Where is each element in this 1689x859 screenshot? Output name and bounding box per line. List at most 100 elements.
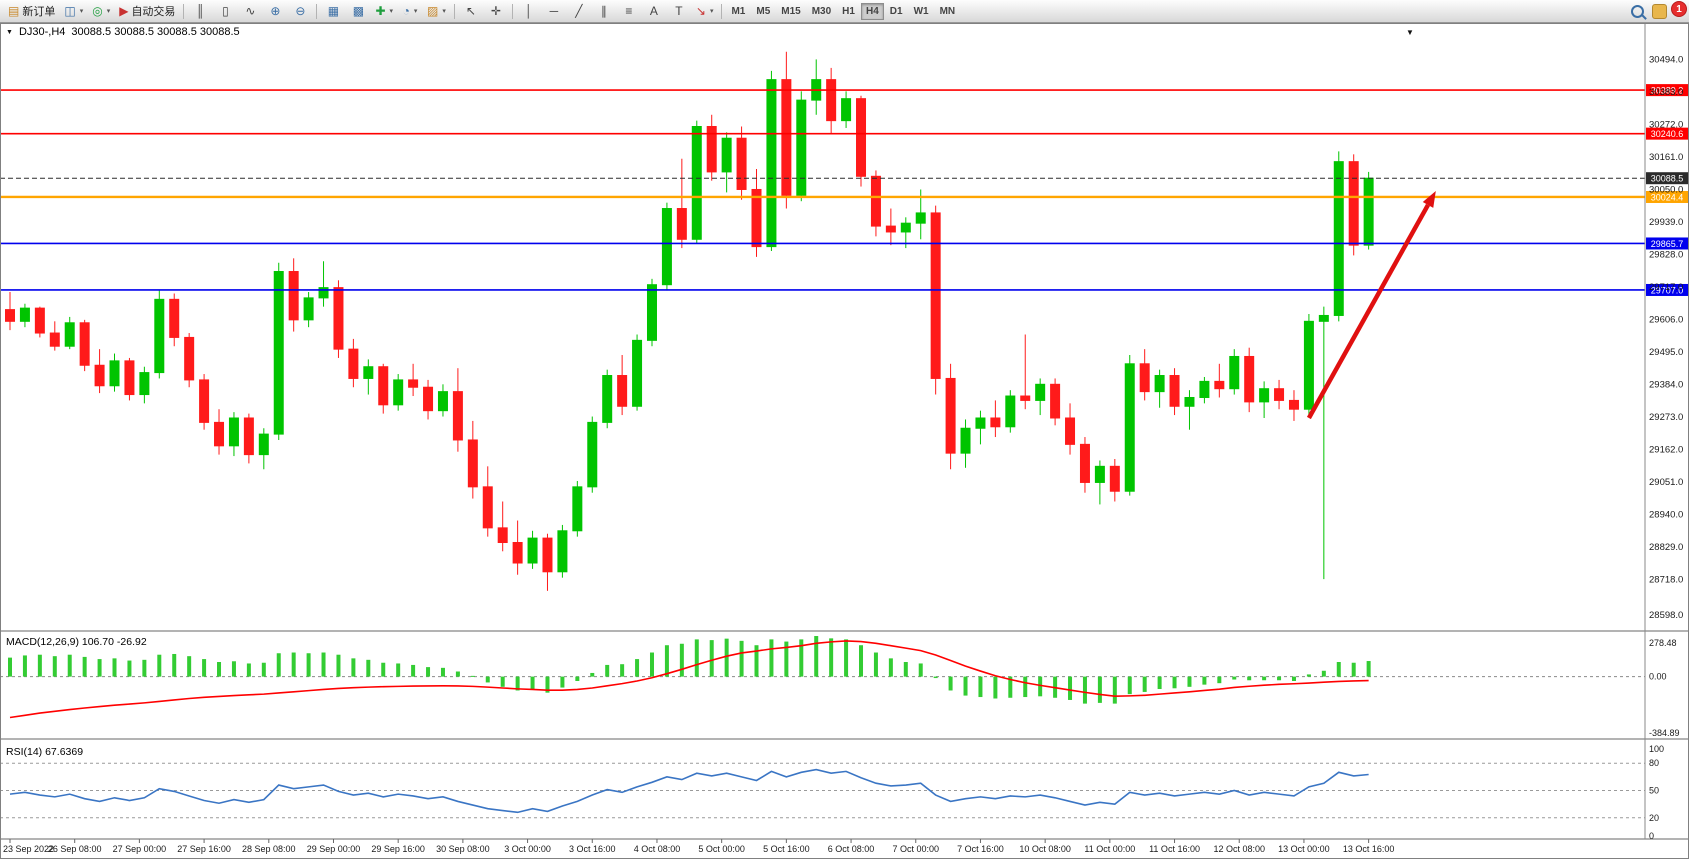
chevron-down-icon: ▾ (106, 8, 111, 15)
candle-body (646, 284, 657, 341)
new-chart-icon: ◫ (64, 4, 76, 18)
candle-body (751, 188, 762, 248)
new-order-button[interactable]: ▤ 新订单 (4, 1, 59, 21)
candlestick-chart-button[interactable]: ▯ (213, 1, 237, 21)
candle-body (900, 222, 911, 233)
candle-body (1199, 380, 1210, 398)
candle-body (930, 212, 941, 379)
zoom-out-icon: ⊖ (295, 4, 306, 18)
price-tag-label: 30389.2 (1651, 86, 1684, 96)
macd-bar (948, 676, 953, 691)
timeframe-m30-button[interactable]: M30 (811, 5, 832, 17)
zoom-in-button[interactable]: ⊕ (263, 1, 287, 21)
line-chart-button[interactable]: ∿ (238, 1, 262, 21)
macd-bar (545, 676, 550, 693)
macd-bar (1008, 676, 1013, 698)
time-axis-label: 11 Oct 00:00 (1084, 844, 1135, 854)
channel-button[interactable]: ∥ (592, 1, 616, 21)
crosshair-button[interactable]: ✛ (484, 1, 508, 21)
auto-trading-label: 自动交易 (131, 6, 176, 18)
trend-arrow-line[interactable] (1306, 203, 1430, 420)
horizontal-line-button[interactable]: ─ (542, 1, 566, 21)
timeframe-mn-button[interactable]: MN (939, 5, 956, 17)
macd-bar (1291, 676, 1296, 681)
macd-bar (321, 652, 326, 677)
candlestick-series (5, 51, 1374, 591)
timeframe-m15-button[interactable]: M15 (781, 5, 801, 17)
candle-body (1274, 388, 1285, 401)
candle-body (109, 360, 120, 387)
candle-body (602, 375, 613, 423)
text-label-button[interactable]: T (667, 1, 691, 21)
timeframe-d1-button[interactable]: D1 (889, 5, 903, 17)
price-axis-label: 28940.0 (1649, 510, 1683, 521)
price-tag-label: 30088.5 (1651, 174, 1684, 184)
chevron-down-icon: ▾ (79, 8, 84, 15)
candle-body (1229, 355, 1240, 390)
macd-bar (217, 662, 222, 677)
indicators-button[interactable]: ✚ ▾ (371, 1, 397, 21)
zoom-out-button[interactable]: ⊖ (288, 1, 312, 21)
notification-icon[interactable] (1652, 3, 1667, 19)
time-axis-label: 10 Oct 08:00 (1019, 844, 1071, 854)
timeframe-m5-button[interactable]: M5 (756, 5, 771, 17)
price-axis[interactable]: 30494.0 30383.0 30272.0 30161.0 30050.0 29939… (1644, 23, 1683, 841)
auto-trading-button[interactable]: ▶ 自动交易 (115, 1, 179, 21)
macd-bar (1336, 662, 1341, 677)
templates-button[interactable]: ▨ ▾ (423, 1, 450, 21)
vertical-line-icon: │ (525, 4, 533, 18)
trendline-button[interactable]: ╱ (567, 1, 591, 21)
rsi-axis-label: 50 (1649, 786, 1659, 796)
candle-body (1035, 383, 1046, 401)
time-axis-label: 12 Oct 08:00 (1213, 844, 1265, 854)
notification-badge[interactable]: 1 (1671, 1, 1687, 17)
arrows-button[interactable]: ↘ ▾ (692, 1, 718, 21)
macd-bar (1142, 676, 1147, 692)
candle-body (781, 79, 792, 196)
vertical-line-button[interactable]: │ (517, 1, 541, 21)
price-axis-label: 29162.0 (1649, 445, 1683, 456)
new-chart-button[interactable]: ◫ ▾ (60, 1, 87, 21)
chart-objects-dropdown-icon[interactable]: ▼ (1406, 28, 1414, 37)
macd-bar (859, 645, 864, 677)
time-axis-label: 5 Oct 00:00 (698, 844, 745, 854)
candle-body (34, 307, 45, 334)
macd-bar (1038, 676, 1043, 697)
candle-body (1348, 161, 1359, 246)
macd-bar (1262, 676, 1267, 681)
macd-bar (440, 667, 445, 677)
horizontal-line-icon: ─ (549, 4, 559, 18)
cursor-button[interactable]: ↖ (459, 1, 483, 21)
timeframe-m1-button[interactable]: M1 (731, 5, 746, 17)
periods-button[interactable]: ◔ ▾ (398, 1, 422, 21)
cursor-icon: ↖ (465, 4, 476, 18)
bar-chart-button[interactable]: ║ (188, 1, 212, 21)
candle-body (497, 527, 508, 544)
price-tag-label: 29865.7 (1651, 239, 1684, 249)
price-axis-label: 30383.0 (1649, 87, 1683, 98)
candle-body (184, 336, 195, 381)
macd-bar (933, 676, 938, 679)
cascade-windows-button[interactable]: ▩ (346, 1, 370, 21)
auto-trading-icon: ▶ (119, 4, 129, 18)
price-axis-label: 29828.0 (1649, 250, 1683, 261)
profiles-button[interactable]: ◎ ▾ (88, 1, 114, 21)
search-icon[interactable] (1631, 4, 1644, 18)
fibonacci-button[interactable]: ≡ (617, 1, 641, 21)
tile-windows-button[interactable]: ▦ (321, 1, 345, 21)
candle-body (273, 271, 284, 435)
candle-body (1154, 375, 1165, 393)
text-button[interactable]: A (642, 1, 666, 21)
candle-body (214, 421, 225, 447)
macd-bar (1306, 674, 1311, 677)
candle-body (617, 375, 628, 407)
horizontal-lines: 30389.2 30240.6 30088.5 30024.4 29865.7 29707… (0, 84, 1688, 296)
timeframe-h1-button[interactable]: H1 (842, 5, 855, 17)
macd-bar (381, 662, 386, 677)
channel-icon: ∥ (600, 4, 607, 18)
timeframe-h4-button[interactable]: H4 (860, 2, 884, 20)
trend-arrow[interactable] (1306, 190, 1436, 420)
timeframe-w1-button[interactable]: W1 (913, 5, 929, 17)
macd-bar (560, 676, 565, 688)
